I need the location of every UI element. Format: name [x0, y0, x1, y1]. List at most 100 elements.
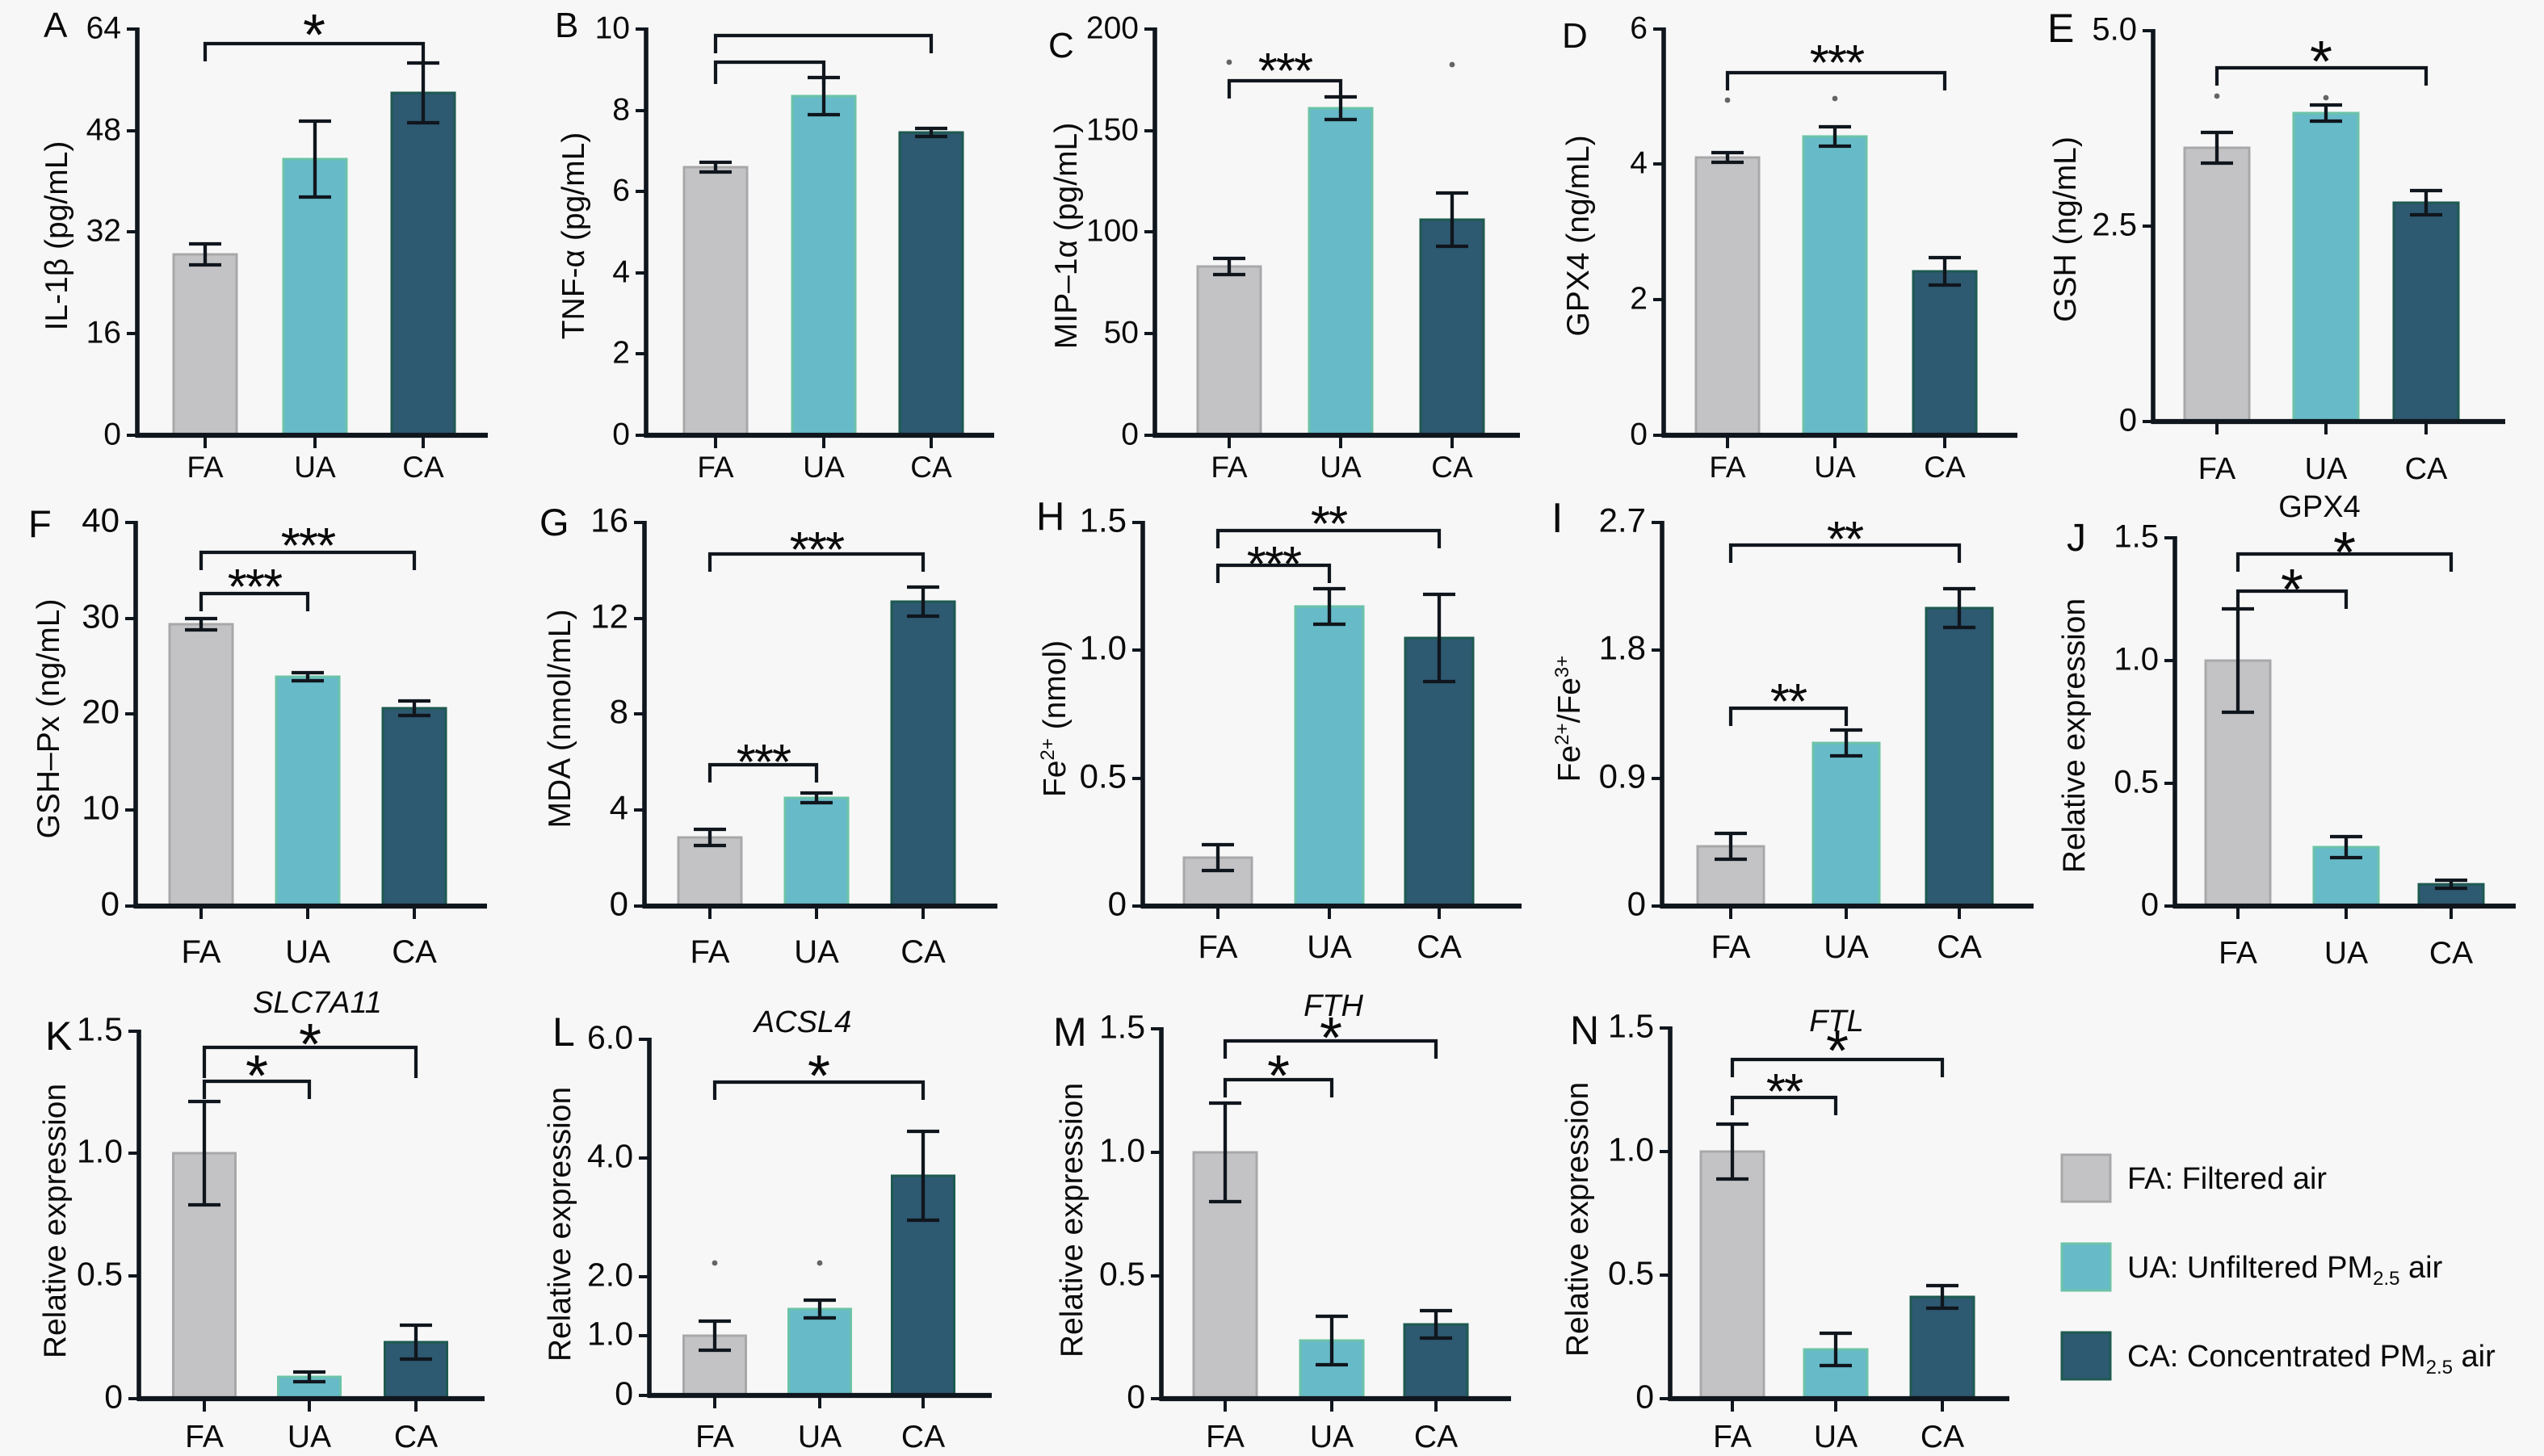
svg-text:UA: UA [1310, 1420, 1354, 1454]
svg-text:E: E [2047, 6, 2074, 51]
svg-text:FA: FA [1713, 1420, 1752, 1454]
svg-text:ACSL4: ACSL4 [753, 1005, 851, 1039]
svg-text:1.5: 1.5 [1608, 1008, 1654, 1045]
svg-text:A: A [44, 6, 68, 45]
svg-text:D: D [1562, 16, 1588, 56]
svg-text:UA: UA [798, 1420, 842, 1454]
svg-text:0: 0 [104, 1378, 123, 1416]
svg-text:100: 100 [1086, 214, 1139, 249]
svg-text:2.0: 2.0 [587, 1257, 633, 1294]
svg-text:4: 4 [1630, 146, 1648, 181]
svg-text:FA: FA [1211, 451, 1248, 484]
svg-text:1.8: 1.8 [1599, 629, 1646, 667]
svg-text:*: * [2281, 558, 2303, 623]
svg-text:1.0: 1.0 [77, 1133, 123, 1170]
svg-text:CA: CA [1414, 1420, 1458, 1454]
svg-text:1.5: 1.5 [77, 1011, 123, 1048]
svg-text:CA: CA [900, 934, 946, 970]
svg-text:UA: UA [803, 451, 845, 484]
svg-text:Fe2+​ (nmol): Fe2+​ (nmol) [1037, 640, 1073, 797]
svg-text:CA: CA [910, 451, 952, 484]
svg-text:0: 0 [615, 1375, 633, 1412]
svg-text:*: * [2333, 521, 2356, 585]
svg-text:J: J [2067, 517, 2086, 560]
svg-text:FA: FA [185, 1420, 224, 1454]
svg-text:40: 40 [82, 501, 120, 539]
svg-text:FA: Filtered air: FA: Filtered air [2127, 1162, 2327, 1196]
svg-text:1.5: 1.5 [1080, 501, 1127, 539]
svg-text:200: 200 [1086, 11, 1139, 46]
svg-text:GPX4: GPX4 [2278, 490, 2360, 524]
svg-text:FTL: FTL [1809, 1005, 1864, 1039]
svg-text:C: C [1048, 26, 1074, 65]
svg-text:*: * [1267, 1044, 1290, 1109]
svg-text:L: L [552, 1009, 575, 1055]
svg-text:UA: UA [1824, 929, 1869, 965]
svg-text:G: G [539, 501, 569, 543]
svg-text:0: 0 [2141, 887, 2159, 923]
svg-text:UA: UA [794, 934, 839, 970]
svg-text:50: 50 [1104, 316, 1139, 350]
svg-text:CA: CA [1921, 1420, 1964, 1454]
svg-text:6.0: 6.0 [587, 1019, 633, 1056]
svg-text:2: 2 [612, 336, 630, 371]
svg-text:UA: UA [2305, 452, 2348, 486]
svg-text:0: 0 [1121, 417, 1139, 452]
svg-text:UA: UA [1814, 1420, 1858, 1454]
svg-text:*: * [299, 1013, 321, 1077]
svg-text:0.5: 0.5 [1608, 1255, 1654, 1292]
svg-text:0: 0 [1108, 885, 1127, 923]
svg-text:CA: CA [1417, 929, 1462, 965]
svg-text:**: ** [1311, 497, 1348, 552]
svg-text:B: B [555, 6, 578, 45]
svg-text:FA: FA [1709, 451, 1746, 484]
svg-text:GSH (ng/mL): GSH (ng/mL) [2048, 136, 2083, 322]
svg-text:0.5: 0.5 [77, 1256, 123, 1293]
svg-text:FA: FA [691, 934, 730, 970]
svg-text:Relative expression: Relative expression [2057, 598, 2092, 873]
svg-text:1.0: 1.0 [1080, 629, 1127, 667]
svg-text:TNF-α (pg/mL): TNF-α (pg/mL) [556, 132, 591, 340]
svg-text:6: 6 [612, 174, 630, 208]
svg-text:*: * [246, 1044, 268, 1109]
svg-text:FA: FA [2219, 936, 2257, 971]
svg-text:150: 150 [1086, 113, 1139, 148]
svg-text:0.5: 0.5 [1080, 757, 1127, 795]
svg-text:CA: CA [394, 1420, 438, 1454]
svg-text:Relative expression: Relative expression [1055, 1083, 1089, 1357]
svg-text:UA: UA [1814, 451, 1856, 484]
svg-text:0: 0 [101, 885, 120, 923]
svg-text:UA: UA [1320, 451, 1362, 484]
svg-text:5.0: 5.0 [2092, 12, 2137, 48]
svg-text:CA: CA [1937, 929, 1982, 965]
svg-text:8: 8 [612, 93, 630, 128]
svg-text:1.0: 1.0 [1608, 1131, 1654, 1169]
svg-text:*: * [808, 1044, 830, 1109]
svg-text:0: 0 [612, 417, 630, 452]
svg-text:FA: FA [182, 934, 221, 970]
svg-text:*: * [1826, 1019, 1849, 1084]
svg-text:*: * [1320, 1006, 1342, 1071]
svg-text:4: 4 [610, 789, 628, 827]
svg-text:Relative expression: Relative expression [543, 1087, 577, 1362]
svg-text:**: ** [1770, 674, 1807, 730]
svg-text:CA: CA [2429, 936, 2473, 971]
svg-text:***: *** [228, 560, 283, 615]
svg-text:16: 16 [86, 316, 121, 350]
svg-text:H: H [1036, 495, 1064, 539]
svg-text:FA: FA [187, 451, 224, 484]
svg-text:1.5: 1.5 [1099, 1009, 1145, 1046]
svg-text:48: 48 [86, 113, 121, 148]
svg-text:0: 0 [1627, 885, 1646, 923]
svg-text:FA: FA [1206, 1420, 1245, 1454]
svg-text:***: *** [1247, 537, 1302, 593]
svg-text:***: *** [1258, 44, 1313, 99]
svg-text:F: F [28, 502, 52, 545]
svg-text:*: * [303, 3, 325, 68]
svg-text:UA: UA [285, 934, 330, 970]
svg-text:1.0: 1.0 [2114, 642, 2159, 678]
svg-text:CA: CA [392, 934, 437, 970]
svg-text:6: 6 [1630, 11, 1648, 46]
svg-text:0.9: 0.9 [1599, 757, 1646, 795]
svg-text:2.5: 2.5 [2092, 208, 2137, 243]
